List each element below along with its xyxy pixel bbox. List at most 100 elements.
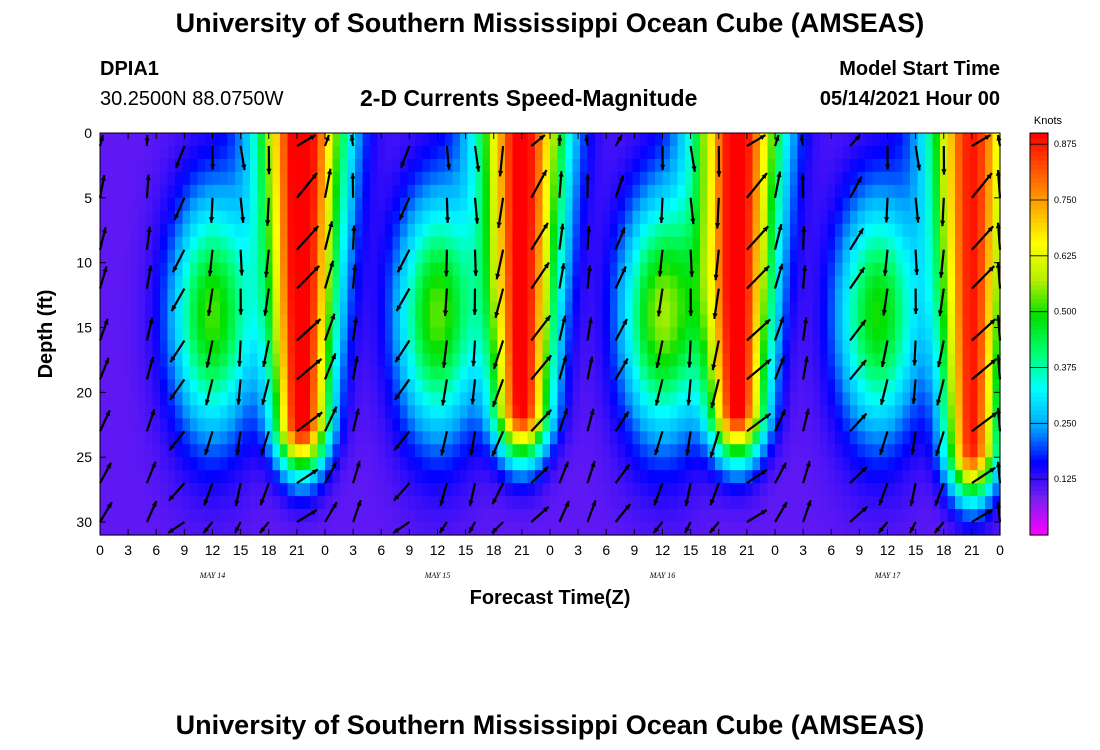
heatmap-cell xyxy=(835,431,844,445)
heatmap-cell xyxy=(175,133,184,147)
heatmap-cell xyxy=(887,288,896,303)
current-vector-arrow xyxy=(145,174,151,198)
heatmap-cell xyxy=(190,236,199,251)
heatmap-cell xyxy=(250,314,259,329)
current-vector-arrow xyxy=(169,339,186,363)
heatmap-cell xyxy=(790,236,799,251)
heatmap-cell xyxy=(250,184,259,199)
heatmap-cell xyxy=(632,522,641,536)
current-vector-arrow xyxy=(296,225,320,251)
heatmap-cell xyxy=(632,236,641,251)
heatmap-cell xyxy=(640,236,649,251)
heatmap-cell xyxy=(902,301,911,316)
heatmap-cell xyxy=(835,184,844,199)
heatmap-cell xyxy=(280,431,289,445)
heatmap-cell xyxy=(272,275,281,290)
heatmap-cell xyxy=(182,171,191,186)
heatmap-cell xyxy=(355,392,364,406)
current-vector-arrow xyxy=(849,412,868,433)
heatmap-cell xyxy=(482,340,491,355)
x-tick-label: 15 xyxy=(458,542,474,558)
heatmap-cell xyxy=(700,171,709,186)
heatmap-cell xyxy=(992,262,1001,277)
heatmap-cell xyxy=(287,418,296,432)
heatmap-cell xyxy=(662,392,671,406)
heatmap-cell xyxy=(977,236,986,251)
heatmap-cell xyxy=(782,353,791,368)
heatmap-cell xyxy=(970,275,979,290)
heatmap-cell xyxy=(130,418,139,432)
heatmap-cell xyxy=(272,340,281,355)
heatmap-cell xyxy=(137,444,146,458)
heatmap-cell xyxy=(175,249,184,264)
heatmap-cell xyxy=(887,158,896,173)
colorbar-segment xyxy=(1030,338,1048,344)
heatmap-cell xyxy=(580,379,589,393)
heatmap-cell xyxy=(775,496,784,510)
heatmap-cell xyxy=(940,509,949,523)
heatmap-cell xyxy=(137,145,146,160)
heatmap-cell xyxy=(347,470,356,484)
heatmap-cell xyxy=(962,379,971,393)
current-vector-arrow xyxy=(685,431,692,456)
heatmap-cell xyxy=(587,522,596,536)
heatmap-cell xyxy=(137,379,146,393)
current-vector-arrow xyxy=(473,197,480,224)
heatmap-cell xyxy=(137,496,146,510)
heatmap-cell xyxy=(557,496,566,510)
heatmap-cell xyxy=(977,379,986,393)
heatmap-cell xyxy=(880,444,889,458)
colorbar-segment xyxy=(1030,360,1048,366)
heatmap-cell xyxy=(812,288,821,303)
heatmap-cell xyxy=(857,444,866,458)
heatmap-cell xyxy=(542,301,551,316)
heatmap-cell xyxy=(685,171,694,186)
heatmap-cell xyxy=(790,223,799,238)
heatmap-cell xyxy=(497,210,506,225)
heatmap-cell xyxy=(692,197,701,212)
heatmap-cell xyxy=(430,522,439,536)
heatmap-cell xyxy=(520,262,529,277)
heatmap-cell xyxy=(542,457,551,471)
heatmap-cell xyxy=(760,366,769,380)
heatmap-cell xyxy=(400,223,409,238)
heatmap-cell xyxy=(362,483,371,497)
heatmap-cell xyxy=(610,444,619,458)
heatmap-cell xyxy=(632,249,641,264)
heatmap-cell xyxy=(835,262,844,277)
heatmap-cell xyxy=(587,366,596,380)
heatmap-cell xyxy=(827,249,836,264)
heatmap-cell xyxy=(302,457,311,471)
heatmap-cell xyxy=(887,184,896,199)
heatmap-cell xyxy=(287,444,296,458)
current-vector-arrow xyxy=(746,265,770,290)
date-label: MAY 16 xyxy=(649,571,676,580)
heatmap-cell xyxy=(722,171,731,186)
heatmap-cell xyxy=(872,379,881,393)
heatmap-cell xyxy=(437,431,446,445)
heatmap-cell xyxy=(182,483,191,497)
heatmap-cell xyxy=(482,509,491,523)
heatmap-cell xyxy=(700,366,709,380)
heatmap-cell xyxy=(835,366,844,380)
heatmap-cell xyxy=(317,262,326,277)
current-vector-arrow xyxy=(239,145,247,171)
heatmap-cell xyxy=(580,444,589,458)
heatmap-cell xyxy=(640,353,649,368)
heatmap-cell xyxy=(265,314,274,329)
heatmap-cell xyxy=(115,249,124,264)
current-vector-arrow xyxy=(324,406,338,432)
heatmap-cell xyxy=(662,327,671,342)
heatmap-cell xyxy=(250,418,259,432)
heatmap-cell xyxy=(595,327,604,342)
heatmap-cell xyxy=(175,145,184,160)
heatmap-cell xyxy=(152,210,161,225)
heatmap-cell xyxy=(880,249,889,264)
heatmap-cell xyxy=(122,275,131,290)
heatmap-cell xyxy=(130,133,139,147)
heatmap-cell xyxy=(235,418,244,432)
current-vector-arrow xyxy=(491,379,505,408)
heatmap-cell xyxy=(130,197,139,212)
heatmap-cell xyxy=(662,470,671,484)
heatmap-cell xyxy=(565,223,574,238)
